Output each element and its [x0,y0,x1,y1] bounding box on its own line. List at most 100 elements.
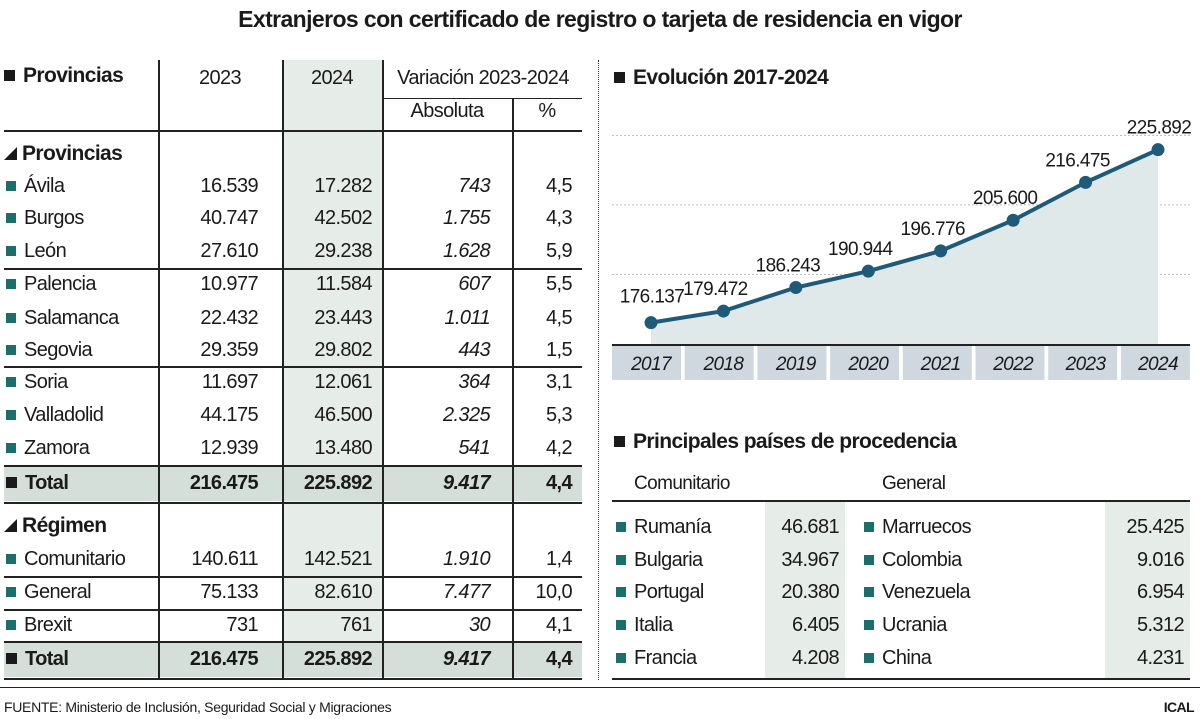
value-2023: 10.977 [200,273,258,295]
divider [382,98,582,99]
section-subheader: Provincias [4,142,123,166]
year-band [612,346,681,380]
row-label: Salamanca [24,307,119,329]
credit: ICAL [1163,699,1195,715]
value-absoluta: 364 [458,371,490,393]
value-absoluta: 9.417 [442,648,491,670]
table-row: Segovia [6,338,93,362]
data-label: 176.137 [620,287,685,308]
row-label: Valladolid [24,404,104,426]
value-2024: 225.892 [303,472,373,494]
country-value: 25.425 [1126,516,1184,538]
value-absoluta: 541 [458,437,490,459]
row-label: Zamora [24,437,90,459]
country-name: Francia [634,647,697,669]
data-point [1151,143,1165,157]
country-value: 34.967 [781,549,839,571]
header-2024: 2024 [310,67,354,89]
section-subheader-text: Provincias [22,142,123,165]
data-point [934,244,948,258]
table-row: Ávila [6,174,65,198]
year-band [830,346,900,380]
x-tick-label: 2019 [775,354,817,375]
section-divider [598,60,599,680]
country-name: Bulgaria [634,549,703,571]
country-item: Francia [616,646,697,670]
row-label: Comunitario [24,548,126,570]
value-pct: 5,9 [545,240,573,262]
country-value: 9.016 [1136,549,1185,571]
country-value: 4.231 [1136,647,1185,669]
source-note: FUENTE: Ministerio de Inclusión, Segurid… [4,699,392,715]
value-2024: 23.443 [314,307,372,329]
year-band [1048,346,1118,380]
row-divider [4,268,582,270]
country-value: 6.954 [1136,581,1185,603]
teal-square-icon [6,443,16,453]
value-2023: 16.539 [200,175,258,197]
value-2023: 216.475 [189,472,259,494]
value-absoluta: 1.011 [444,307,490,329]
teal-square-icon [864,653,874,663]
row-label: León [24,240,67,262]
table-row: Burgos [6,206,84,230]
country-value: 20.380 [781,581,839,603]
table-header-label: Provincias [4,64,124,88]
country-value: 46.681 [781,516,839,538]
country-name: Italia [634,614,673,636]
table-row: Zamora [6,436,90,460]
x-axis-line [612,344,1190,346]
paises-title: Principales países de procedencia [614,430,957,454]
header-provincias: Provincias [23,64,124,87]
section-subheader-text: Régimen [22,514,107,537]
teal-square-icon [864,587,874,597]
page-title: Extranjeros con certificado de registro … [238,6,962,32]
data-label: 216.475 [1045,150,1110,171]
table-row: Valladolid [6,403,104,427]
value-2023: 22.432 [200,307,258,329]
teal-square-icon [616,587,626,597]
comunitario-label: Comunitario [634,473,730,494]
total-row-shade [4,466,582,501]
table-row: Brexit [6,613,72,637]
value-2023: 216.475 [189,648,259,670]
square-bullet-icon [6,653,17,664]
teal-square-icon [616,653,626,663]
x-tick-label: 2018 [702,354,744,375]
value-shade [765,501,845,678]
x-tick-label: 2023 [1065,354,1107,375]
teal-square-icon [6,246,16,256]
row-divider [4,576,582,578]
data-label: 190.944 [828,239,894,260]
value-2024: 13.480 [314,437,372,459]
value-2023: 27.610 [200,240,258,262]
row-divider [4,465,582,467]
country-item: Ucrania [864,613,947,637]
data-label: 186.243 [756,256,821,277]
teal-square-icon [616,555,626,565]
value-2024: 42.502 [314,207,372,229]
country-name: China [882,647,932,669]
teal-square-icon [6,620,16,630]
country-value: 5.312 [1136,614,1185,636]
country-item: Portugal [616,580,704,604]
row-label: Soria [24,371,68,393]
data-point [1079,175,1093,189]
teal-square-icon [6,554,16,564]
value-pct: 4,4 [545,648,573,670]
value-2024: 17.282 [314,175,372,197]
header-absoluta: Absoluta [410,100,484,122]
data-point [644,316,658,330]
data-label: 179.472 [683,279,748,300]
value-absoluta: 743 [458,175,490,197]
row-label: Ávila [24,175,65,197]
value-2023: 75.133 [200,581,258,603]
country-name: Colombia [882,549,962,571]
column-divider [158,60,160,678]
year-band [902,346,972,380]
value-2024: 29.802 [314,339,372,361]
x-tick-label: 2022 [992,354,1034,375]
value-pct: 1,4 [545,548,573,570]
value-absoluta: 7.477 [442,581,491,603]
value-pct: 4,2 [545,437,573,459]
